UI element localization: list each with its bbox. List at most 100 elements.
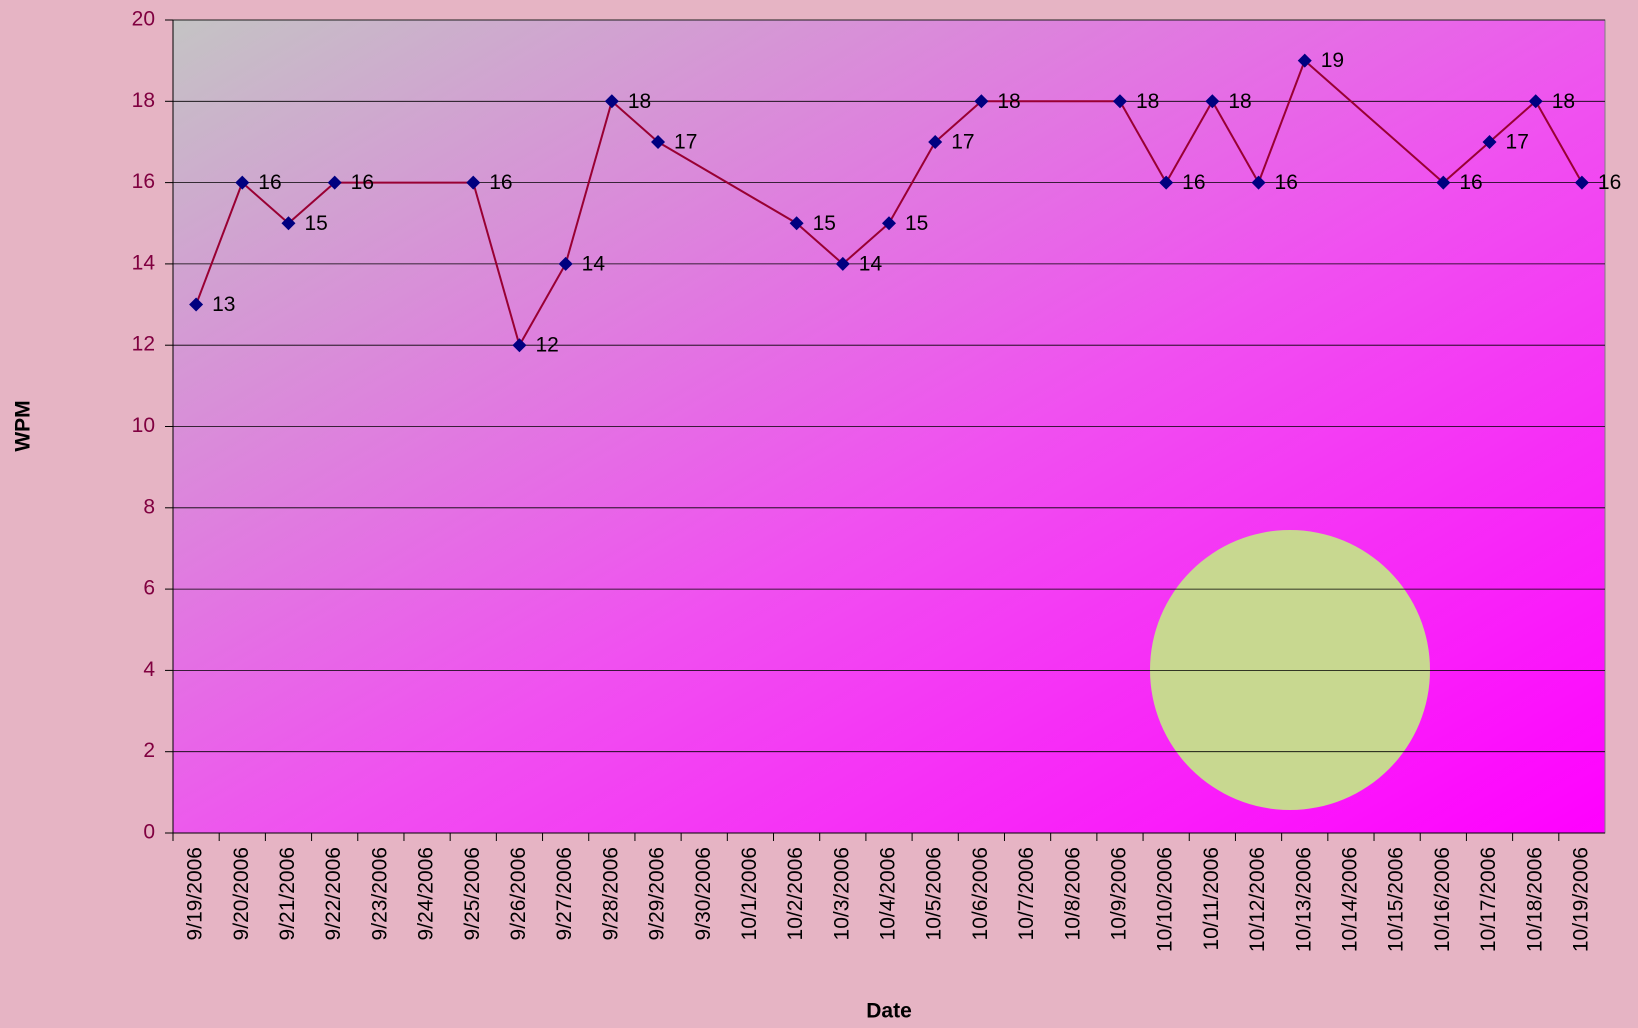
data-label: 16 [1598,171,1621,194]
y-tick-label: 6 [143,577,155,600]
x-tick-label: 9/29/2006 [646,847,669,940]
x-tick-label: 9/26/2006 [507,847,530,940]
line-segment [1488,100,1537,143]
y-tick-label: 12 [132,333,155,356]
x-axis-title: Date [866,1000,912,1023]
marker [1482,134,1497,149]
data-label: 14 [582,252,606,275]
data-label: 16 [489,171,512,194]
x-tick-label: 10/12/2006 [1246,847,1269,952]
marker [974,94,989,109]
marker [604,94,619,109]
line-segment [1257,60,1306,183]
x-tick-label: 9/28/2006 [599,847,622,940]
data-label: 18 [1136,90,1159,113]
x-tick-label: 10/5/2006 [923,847,946,940]
data-label: 16 [1275,171,1298,194]
marker [835,256,850,271]
line-segment [888,141,937,224]
data-label: 16 [1182,171,1205,194]
x-tick-label: 10/2/2006 [784,847,807,940]
x-tick-label: 10/4/2006 [877,847,900,940]
line-segment [287,181,336,225]
marker [558,256,573,271]
line-segment [1211,100,1260,184]
x-tick-label: 9/19/2006 [184,847,207,940]
data-label: 15 [304,212,327,235]
line-segment [657,141,798,225]
y-tick-label: 10 [132,414,155,437]
x-tick-label: 10/9/2006 [1108,847,1131,940]
x-tick-label: 10/10/2006 [1154,847,1177,952]
marker [281,216,296,231]
x-tick-label: 9/23/2006 [368,847,391,940]
data-label: 17 [951,130,974,153]
data-label: 15 [905,212,928,235]
y-tick-label: 20 [132,8,155,31]
x-tick-label: 10/8/2006 [1061,847,1084,940]
x-tick-label: 10/15/2006 [1385,847,1408,952]
x-tick-label: 10/3/2006 [830,847,853,940]
x-tick-label: 10/1/2006 [738,847,761,940]
data-label: 18 [628,90,651,113]
y-tick-label: 8 [143,495,155,518]
data-label: 18 [997,90,1020,113]
x-tick-label: 9/24/2006 [415,847,438,940]
data-label: 16 [1459,171,1482,194]
x-tick-label: 9/25/2006 [461,847,484,940]
y-tick-label: 18 [132,89,155,112]
x-tick-label: 9/22/2006 [322,847,345,940]
data-label: 17 [674,130,697,153]
x-tick-label: 9/27/2006 [553,847,576,940]
line-segment [1165,100,1214,184]
x-tick-label: 10/11/2006 [1200,847,1223,951]
marker [651,134,666,149]
y-tick-label: 14 [132,251,156,274]
x-tick-label: 10/16/2006 [1431,847,1454,952]
data-label: 18 [1228,90,1251,113]
marker [1436,175,1451,190]
marker [512,338,527,353]
x-tick-label: 10/17/2006 [1477,847,1500,952]
data-label: 15 [813,212,836,235]
line-segment [842,222,890,265]
line-segment [472,182,521,346]
data-label: 17 [1506,130,1529,153]
marker [928,134,943,149]
x-tick-label: 10/13/2006 [1292,847,1315,952]
data-label: 16 [351,171,374,194]
y-tick-label: 2 [143,739,155,762]
y-tick-label: 0 [143,821,155,844]
marker [327,175,342,190]
marker [789,216,804,231]
x-tick-label: 9/20/2006 [230,847,253,940]
y-tick-label: 4 [143,658,155,681]
marker [1159,175,1174,190]
data-label: 18 [1552,90,1575,113]
x-tick-label: 10/6/2006 [969,847,992,940]
marker [1251,175,1266,190]
line-segment [1442,141,1491,184]
y-tick-label: 16 [132,170,155,193]
line-segment [241,181,290,225]
data-label: 12 [535,334,558,357]
x-tick-label: 10/18/2006 [1523,847,1546,952]
marker [1528,94,1543,109]
line-segment [518,263,567,346]
data-label: 14 [859,252,883,275]
data-label: 16 [258,171,281,194]
marker [1205,94,1220,109]
y-axis-title: WPM [12,400,35,451]
line-segment [611,100,659,143]
marker [235,175,250,190]
x-tick-label: 9/21/2006 [276,847,299,940]
marker [466,175,481,190]
marker [189,297,204,312]
marker [882,216,896,231]
line-segment [1534,100,1583,184]
marker [1574,175,1589,190]
line-segment [934,100,983,143]
x-tick-label: 10/19/2006 [1569,847,1592,952]
line-segment [564,101,613,265]
